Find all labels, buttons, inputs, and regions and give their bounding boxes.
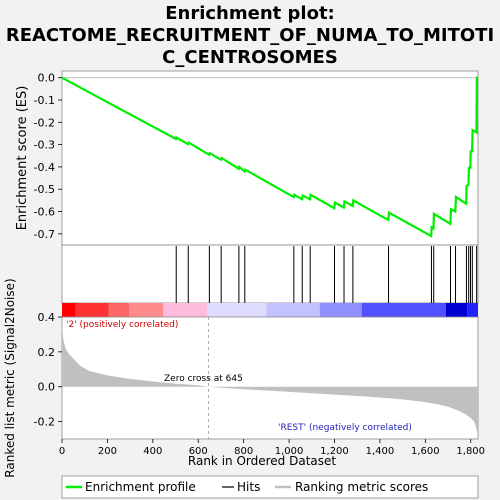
legend-box — [61, 475, 479, 499]
es-y-tick-label: -0.5 — [34, 183, 55, 196]
metric-x-axis-label: Rank in Ordered Dataset — [188, 454, 336, 468]
es-panel-background — [61, 70, 479, 246]
x-tick-label: 800 — [234, 446, 253, 457]
metric-panel: 0.4 0.2 0.0 -0.2 0 200 400 600 800 1,000 1,200 1,4… — [3, 278, 485, 477]
negative-correlation-label: 'REST' (negatively correlated) — [278, 423, 412, 433]
enrichment-profile-line — [61, 76, 478, 238]
es-y-axis-label: Enrichment score (ES) — [15, 86, 30, 231]
x-tick-label: 600 — [189, 446, 208, 457]
metric-y-axis-label: Ranked list metric (Signal2Noise) — [3, 278, 17, 477]
ranking-bar-segment — [445, 303, 468, 317]
es-y-tick-label: -0.6 — [34, 206, 55, 219]
ranking-bar-segment — [108, 303, 129, 317]
chart-title-line-1: Enrichment plot: — [165, 3, 335, 24]
x-tick-label: 1,600 — [411, 446, 440, 457]
metric-y-tick-label: 0.0 — [38, 381, 56, 394]
x-tick-label: 200 — [98, 446, 117, 457]
x-tick-label: 1,400 — [366, 446, 395, 457]
ranking-bar-segment — [361, 303, 446, 317]
positive-correlation-label: '2' (positively correlated) — [66, 320, 178, 330]
es-y-tick-label: -0.7 — [34, 228, 55, 241]
ranking-bar-segment — [163, 303, 208, 317]
metric-y-tick-label: -0.2 — [34, 416, 55, 429]
es-y-tick-label: -0.1 — [34, 94, 55, 107]
chart-title-line-2: REACTOME_RECRUITMENT_OF_NUMA_TO_MITOTI — [6, 25, 494, 46]
x-tick-label: 1,000 — [275, 446, 304, 457]
ranking-bar-segment — [128, 303, 164, 317]
es-y-tick-label: -0.3 — [34, 139, 55, 152]
x-tick-label: 400 — [143, 446, 162, 457]
zero-cross-label: Zero cross at 645 — [164, 374, 243, 384]
es-y-tick-label: 0.0 — [38, 72, 56, 85]
x-tick-label: 1,800 — [456, 446, 485, 457]
metric-y-tick-label: 0.4 — [38, 311, 56, 324]
es-y-tick-label: -0.2 — [34, 116, 55, 129]
hits-panel-background — [61, 244, 479, 304]
ranking-bar-segment — [62, 303, 76, 317]
es-panel: 0.0 -0.1 -0.2 -0.3 -0.4 -0.5 -0.6 -0.7 Enrichme… — [15, 70, 479, 246]
legend-hits-label: Hits — [237, 480, 260, 494]
ranking-bar-segment — [207, 303, 267, 317]
metric-y-tick-label: 0.2 — [38, 346, 56, 359]
chart-title-line-3: C_CENTROSOMES — [162, 47, 338, 68]
ranking-bar-segment — [467, 303, 478, 317]
ranking-bar-segment — [75, 303, 109, 317]
metric-panel-background — [61, 316, 479, 440]
legend: Enrichment profile Hits Ranking metric s… — [61, 475, 479, 499]
ranking-bar-segment — [266, 303, 320, 317]
x-tick-label: 0 — [59, 446, 65, 457]
x-tick-label: 1,200 — [320, 446, 349, 457]
ranking-bar-segment — [319, 303, 362, 317]
legend-enrichment-label: Enrichment profile — [85, 480, 196, 494]
legend-metric-label: Ranking metric scores — [295, 480, 428, 494]
es-y-tick-label: -0.4 — [34, 161, 55, 174]
hits-panel — [61, 244, 479, 317]
